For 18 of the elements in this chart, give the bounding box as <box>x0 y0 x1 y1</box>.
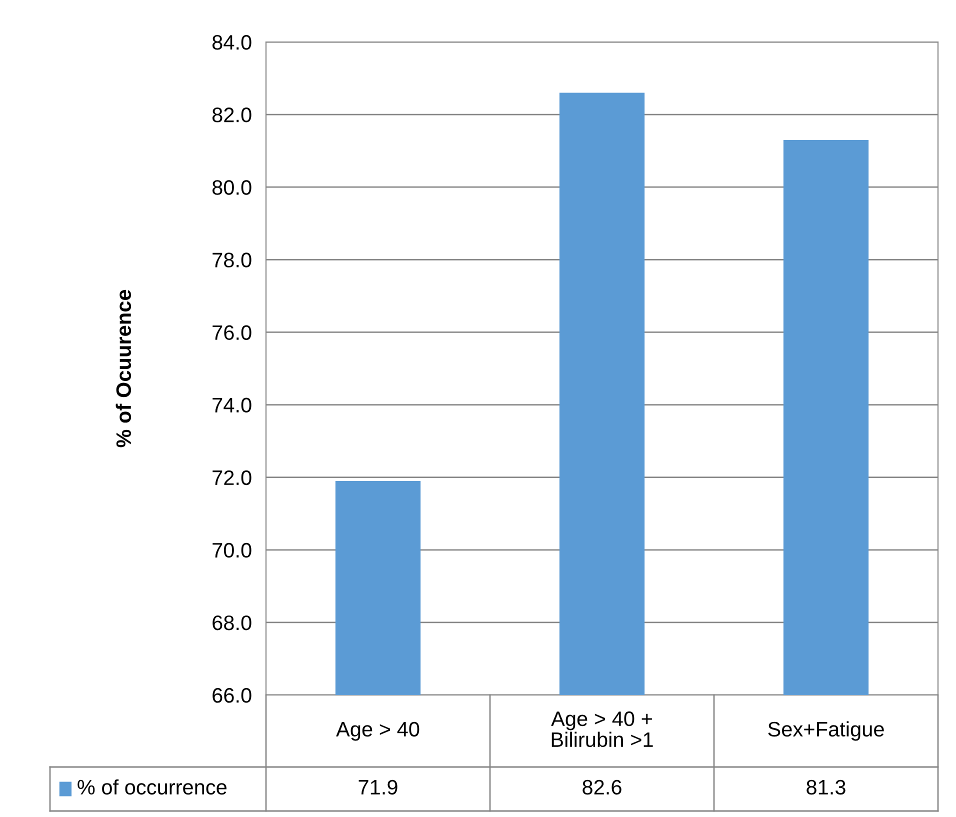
x-tick-label: Age > 40 <box>336 722 420 741</box>
y-tick-label: 66.0 <box>212 688 252 703</box>
y-tick-label: 74.0 <box>212 398 252 413</box>
data-label: 71.9 <box>358 780 398 795</box>
data-label: 82.6 <box>582 780 622 795</box>
y-tick-label: 80.0 <box>212 180 252 195</box>
y-tick-label: 82.0 <box>212 108 252 122</box>
y-tick-label: 76.0 <box>212 325 252 340</box>
y-tick-label: 68.0 <box>212 615 252 630</box>
legend-label: % of occurrence <box>78 779 226 795</box>
y-tick-label: 72.0 <box>212 470 252 486</box>
x-tick-label: Age > 40 + Bilirubin >1 <box>551 711 653 748</box>
y-axis-title: % of Ocuurence <box>116 290 132 448</box>
y-tick-label: 78.0 <box>212 252 252 268</box>
y-tick-label: 84.0 <box>212 35 252 50</box>
y-tick-label: 70.0 <box>212 542 252 558</box>
data-label: 81.3 <box>806 780 846 795</box>
x-tick-label: Sex+Fatigue <box>768 721 884 741</box>
